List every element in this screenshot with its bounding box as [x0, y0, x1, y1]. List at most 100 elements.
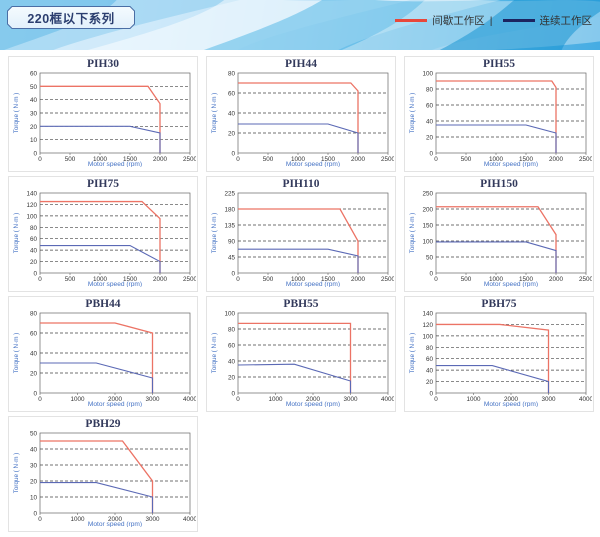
- svg-text:0: 0: [231, 151, 235, 158]
- svg-text:40: 40: [30, 97, 38, 104]
- svg-text:0: 0: [231, 391, 235, 398]
- svg-text:Motor speed (rpm): Motor speed (rpm): [484, 161, 538, 167]
- svg-text:0: 0: [429, 391, 433, 398]
- svg-text:Torque ( N·m ): Torque ( N·m ): [211, 93, 218, 134]
- svg-text:0: 0: [33, 511, 37, 518]
- svg-text:2000: 2000: [351, 276, 366, 283]
- svg-text:Torque ( N·m ): Torque ( N·m ): [13, 93, 20, 134]
- svg-text:180: 180: [224, 207, 235, 214]
- svg-text:0: 0: [236, 156, 240, 163]
- svg-text:1000: 1000: [70, 516, 85, 523]
- svg-text:50: 50: [30, 431, 38, 438]
- svg-text:80: 80: [228, 327, 236, 334]
- svg-text:80: 80: [30, 311, 38, 318]
- svg-text:Motor speed (rpm): Motor speed (rpm): [88, 401, 142, 407]
- svg-text:20: 20: [426, 135, 434, 142]
- svg-text:2500: 2500: [381, 276, 394, 283]
- svg-text:140: 140: [422, 311, 433, 318]
- svg-text:20: 20: [426, 379, 434, 386]
- svg-text:500: 500: [263, 276, 274, 283]
- svg-text:500: 500: [263, 156, 274, 163]
- svg-text:80: 80: [30, 225, 38, 232]
- svg-text:Motor speed (rpm): Motor speed (rpm): [484, 401, 538, 407]
- svg-text:Motor speed (rpm): Motor speed (rpm): [484, 281, 538, 287]
- svg-text:10: 10: [30, 495, 38, 502]
- svg-text:500: 500: [65, 156, 76, 163]
- svg-text:0: 0: [38, 396, 42, 403]
- svg-text:135: 135: [224, 223, 235, 230]
- svg-text:0: 0: [434, 276, 438, 283]
- svg-text:90: 90: [228, 239, 236, 246]
- svg-text:0: 0: [236, 276, 240, 283]
- svg-text:Torque ( N·m ): Torque ( N·m ): [409, 93, 416, 134]
- svg-text:3000: 3000: [145, 396, 160, 403]
- svg-text:Motor speed (rpm): Motor speed (rpm): [88, 281, 142, 287]
- svg-text:3000: 3000: [541, 396, 556, 403]
- svg-text:2500: 2500: [183, 276, 196, 283]
- svg-text:40: 40: [30, 248, 38, 255]
- svg-text:0: 0: [38, 276, 42, 283]
- svg-text:80: 80: [228, 71, 236, 78]
- svg-text:100: 100: [422, 333, 433, 340]
- svg-text:10: 10: [30, 137, 38, 144]
- svg-text:50: 50: [426, 255, 434, 262]
- svg-text:0: 0: [33, 271, 37, 278]
- svg-text:20: 20: [30, 479, 38, 486]
- svg-text:80: 80: [426, 345, 434, 352]
- svg-text:60: 60: [30, 71, 38, 78]
- svg-text:3000: 3000: [145, 516, 160, 523]
- svg-text:140: 140: [26, 191, 37, 198]
- svg-text:225: 225: [224, 191, 235, 198]
- svg-text:50: 50: [30, 84, 38, 91]
- svg-text:250: 250: [422, 191, 433, 198]
- svg-text:Motor speed (rpm): Motor speed (rpm): [88, 161, 142, 167]
- svg-text:4000: 4000: [381, 396, 394, 403]
- svg-text:4000: 4000: [579, 396, 592, 403]
- svg-text:60: 60: [228, 343, 236, 350]
- svg-text:120: 120: [422, 322, 433, 329]
- svg-text:Torque ( N·m ): Torque ( N·m ): [211, 213, 218, 254]
- svg-text:Torque ( N·m ): Torque ( N·m ): [409, 213, 416, 254]
- svg-text:Motor speed (rpm): Motor speed (rpm): [286, 281, 340, 287]
- svg-text:1000: 1000: [466, 396, 481, 403]
- svg-text:2000: 2000: [153, 276, 168, 283]
- svg-text:4000: 4000: [183, 396, 196, 403]
- svg-text:2000: 2000: [549, 156, 564, 163]
- svg-text:20: 20: [228, 131, 236, 138]
- svg-text:40: 40: [228, 359, 236, 366]
- svg-text:500: 500: [461, 276, 472, 283]
- svg-text:20: 20: [30, 259, 38, 266]
- svg-text:60: 60: [426, 356, 434, 363]
- svg-text:20: 20: [30, 124, 38, 131]
- svg-text:Motor speed (rpm): Motor speed (rpm): [286, 161, 340, 167]
- svg-text:Motor speed (rpm): Motor speed (rpm): [286, 401, 340, 407]
- svg-text:30: 30: [30, 111, 38, 118]
- svg-text:3000: 3000: [343, 396, 358, 403]
- svg-text:Torque ( N·m ): Torque ( N·m ): [13, 453, 20, 494]
- svg-text:120: 120: [26, 202, 37, 209]
- svg-text:40: 40: [228, 111, 236, 118]
- svg-text:2000: 2000: [351, 156, 366, 163]
- svg-text:Torque ( N·m ): Torque ( N·m ): [409, 333, 416, 374]
- svg-text:0: 0: [231, 271, 235, 278]
- svg-text:0: 0: [33, 391, 37, 398]
- svg-text:20: 20: [30, 371, 38, 378]
- svg-text:Torque ( N·m ): Torque ( N·m ): [13, 333, 20, 374]
- svg-text:2500: 2500: [579, 276, 592, 283]
- svg-text:80: 80: [426, 87, 434, 94]
- svg-text:200: 200: [422, 207, 433, 214]
- svg-text:20: 20: [228, 375, 236, 382]
- svg-text:0: 0: [38, 516, 42, 523]
- svg-text:100: 100: [422, 71, 433, 78]
- svg-text:500: 500: [65, 276, 76, 283]
- svg-text:2000: 2000: [153, 156, 168, 163]
- svg-text:40: 40: [30, 351, 38, 358]
- svg-text:40: 40: [426, 368, 434, 375]
- svg-text:40: 40: [426, 119, 434, 126]
- svg-text:100: 100: [422, 239, 433, 246]
- svg-text:Torque ( N·m ): Torque ( N·m ): [211, 333, 218, 374]
- svg-text:4000: 4000: [183, 516, 196, 523]
- svg-text:2000: 2000: [549, 276, 564, 283]
- svg-text:60: 60: [30, 331, 38, 338]
- svg-text:40: 40: [30, 447, 38, 454]
